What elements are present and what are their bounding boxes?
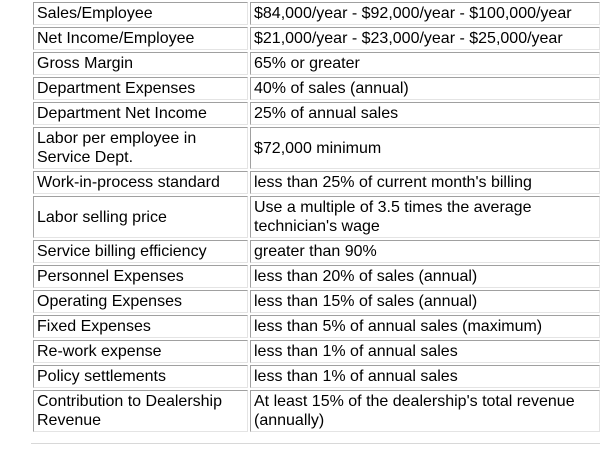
metric-label: Work-in-process standard	[33, 171, 248, 194]
table-row: Labor per employee in Service Dept. $72,…	[33, 127, 600, 169]
metric-label: Fixed Expenses	[33, 315, 248, 338]
metric-label: Department Net Income	[33, 102, 248, 125]
metric-label: Operating Expenses	[33, 290, 248, 313]
metric-label: Net Income/Employee	[33, 27, 248, 50]
metric-label: Personnel Expenses	[33, 265, 248, 288]
metric-value: $72,000 minimum	[250, 127, 600, 169]
divider	[31, 443, 600, 444]
metric-label: Re-work expense	[33, 340, 248, 363]
table-row: Work-in-process standard less than 25% o…	[33, 171, 600, 194]
metric-value: less than 1% of annual sales	[250, 340, 600, 363]
metric-label: Labor per employee in Service Dept.	[33, 127, 248, 169]
table-row: Contribution to Dealership Revenue At le…	[33, 390, 600, 432]
metric-value: less than 1% of annual sales	[250, 365, 600, 388]
metric-value: 25% of annual sales	[250, 102, 600, 125]
table-row: Service billing efficiency greater than …	[33, 240, 600, 263]
table-row: Operating Expenses less than 15% of sale…	[33, 290, 600, 313]
metric-value: 65% or greater	[250, 52, 600, 75]
metric-value: less than 25% of current month's billing	[250, 171, 600, 194]
table-row: Personnel Expenses less than 20% of sale…	[33, 265, 600, 288]
metric-label: Labor selling price	[33, 196, 248, 238]
table-row: Re-work expense less than 1% of annual s…	[33, 340, 600, 363]
metric-value: Use a multiple of 3.5 times the average …	[250, 196, 600, 238]
table-row: Fixed Expenses less than 5% of annual sa…	[33, 315, 600, 338]
table-row: Department Expenses 40% of sales (annual…	[33, 77, 600, 100]
benchmark-table-container: Sales/Employee $84,000/year - $92,000/ye…	[31, 0, 600, 434]
metric-label: Department Expenses	[33, 77, 248, 100]
metric-value: less than 5% of annual sales (maximum)	[250, 315, 600, 338]
table-row: Department Net Income 25% of annual sale…	[33, 102, 600, 125]
table-row: Labor selling price Use a multiple of 3.…	[33, 196, 600, 238]
metric-value: At least 15% of the dealership's total r…	[250, 390, 600, 432]
metric-value: greater than 90%	[250, 240, 600, 263]
metric-value: less than 15% of sales (annual)	[250, 290, 600, 313]
table-row: Net Income/Employee $21,000/year - $23,0…	[33, 27, 600, 50]
table-row: Policy settlements less than 1% of annua…	[33, 365, 600, 388]
metric-label: Policy settlements	[33, 365, 248, 388]
metric-value: $21,000/year - $23,000/year - $25,000/ye…	[250, 27, 600, 50]
metric-label: Gross Margin	[33, 52, 248, 75]
metric-label: Sales/Employee	[33, 2, 248, 25]
table-row: Gross Margin 65% or greater	[33, 52, 600, 75]
metric-value: $84,000/year - $92,000/year - $100,000/y…	[250, 2, 600, 25]
table-row: Sales/Employee $84,000/year - $92,000/ye…	[33, 2, 600, 25]
metric-label: Contribution to Dealership Revenue	[33, 390, 248, 432]
benchmark-table: Sales/Employee $84,000/year - $92,000/ye…	[31, 0, 600, 434]
metric-label: Service billing efficiency	[33, 240, 248, 263]
metric-value: 40% of sales (annual)	[250, 77, 600, 100]
metric-value: less than 20% of sales (annual)	[250, 265, 600, 288]
